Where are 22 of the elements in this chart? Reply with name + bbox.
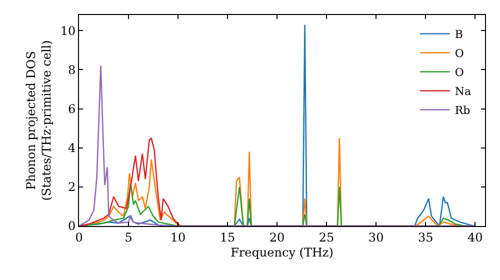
x-tick-label: 5 (124, 230, 132, 244)
legend-label: O (454, 47, 464, 60)
legend-label: O (454, 66, 464, 80)
legend-label: Na (454, 85, 472, 98)
x-tick-label: 35 (418, 230, 434, 244)
y-tick-label: 6 (68, 102, 76, 116)
x-axis-title: Frequency (THz) (230, 245, 334, 260)
legend-label: Rb (454, 104, 470, 118)
x-tick-label: 25 (318, 230, 334, 244)
legend-label: B (454, 28, 463, 42)
x-tick-label: 10 (170, 230, 186, 244)
y-axis-title: Phonon projected DOS (States/THz·primitive cell) (24, 40, 54, 201)
y-tick-label: 8 (68, 62, 76, 77)
line-series (79, 65, 476, 226)
y-tick-label: 10 (60, 24, 76, 38)
x-tick-label: 40 (467, 230, 483, 244)
x-tick-label: 15 (220, 230, 236, 244)
x-tick-label: 30 (368, 230, 384, 244)
x-tick-label: 20 (269, 230, 285, 244)
y-tick-label: 2 (68, 180, 76, 194)
y-tick-label: 4 (68, 141, 76, 156)
y-tick-label: 0 (68, 219, 76, 234)
